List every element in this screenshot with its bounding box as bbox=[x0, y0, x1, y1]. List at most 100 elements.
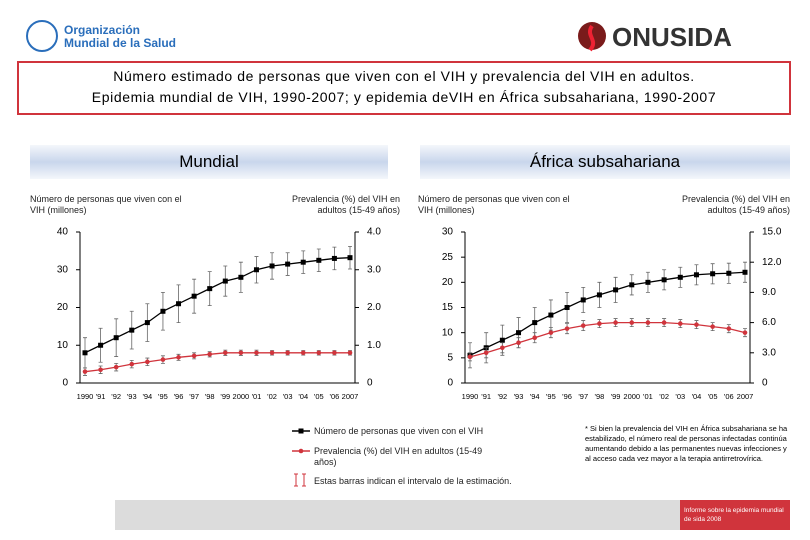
marker bbox=[253, 267, 259, 273]
y2-axis-label: Prevalencia (%) del VIH en adultos (15-4… bbox=[681, 194, 790, 215]
organization: Organización Mundial de la Salud bbox=[64, 23, 177, 50]
y-tick-label: 0 bbox=[367, 378, 373, 389]
source: Informe sobre la epidemia mundial de sid… bbox=[684, 507, 784, 523]
series-line bbox=[469, 321, 746, 358]
marker bbox=[176, 355, 181, 360]
marker bbox=[597, 321, 602, 326]
x-tick-label: '98 bbox=[595, 392, 605, 401]
marker bbox=[82, 369, 88, 374]
marker bbox=[710, 324, 715, 329]
marker bbox=[596, 292, 602, 298]
marker bbox=[113, 335, 119, 341]
marker bbox=[300, 259, 306, 265]
x-tick-label: 2000 bbox=[623, 392, 640, 401]
marker bbox=[129, 327, 135, 333]
y-tick-label: 5 bbox=[447, 352, 453, 363]
marker bbox=[144, 320, 150, 326]
legend-label: Número de personas que viven con el VIH bbox=[314, 426, 484, 436]
x-tick-label: '01 bbox=[252, 392, 262, 401]
marker bbox=[483, 350, 489, 356]
x-tick-label: '97 bbox=[578, 392, 588, 401]
source-box bbox=[680, 500, 790, 530]
marker bbox=[269, 263, 275, 269]
marker bbox=[269, 350, 275, 356]
marker bbox=[629, 282, 635, 288]
x-tick-label: 2007 bbox=[342, 392, 359, 401]
marker bbox=[316, 350, 322, 356]
panel-title: Mundial bbox=[30, 145, 388, 179]
marker bbox=[332, 350, 337, 356]
marker bbox=[661, 277, 667, 283]
x-tick-label: 2007 bbox=[737, 392, 754, 401]
x-tick-label: '04 bbox=[298, 392, 308, 401]
y-axis-label: Número de personas que viven con el VIH … bbox=[418, 194, 570, 215]
x-tick-label: '99 bbox=[220, 392, 230, 401]
marker bbox=[160, 308, 166, 314]
marker bbox=[548, 330, 554, 335]
x-tick-label: '95 bbox=[546, 392, 556, 401]
x-tick-label: '04 bbox=[692, 392, 702, 401]
y-tick-label: 3.0 bbox=[762, 347, 776, 358]
marker bbox=[113, 364, 119, 370]
x-tick-label: '92 bbox=[497, 392, 507, 401]
y-tick-label: 10 bbox=[442, 327, 454, 338]
x-tick-label: '96 bbox=[562, 392, 572, 401]
y-tick-label: 12.0 bbox=[762, 257, 782, 268]
marker bbox=[677, 321, 683, 326]
marker bbox=[661, 320, 667, 325]
ribbon bbox=[588, 24, 596, 52]
marker bbox=[98, 342, 104, 348]
marker bbox=[677, 274, 683, 280]
legend-label: Prevalencia (%) del VIH en adultos (15-4… bbox=[314, 446, 483, 467]
x-tick-label: '98 bbox=[205, 392, 215, 401]
y-tick-label: 40 bbox=[57, 227, 69, 238]
x-tick-label: '92 bbox=[111, 392, 121, 401]
y-tick-label: 4.0 bbox=[367, 227, 381, 238]
x-tick-label: '06 bbox=[330, 392, 340, 401]
y-tick-label: 15.0 bbox=[762, 227, 782, 238]
y-tick-label: 0 bbox=[762, 378, 768, 389]
y-tick-label: 9.0 bbox=[762, 287, 776, 298]
x-tick-label: '91 bbox=[96, 392, 106, 401]
marker bbox=[532, 320, 538, 326]
marker bbox=[176, 301, 182, 307]
marker bbox=[532, 335, 538, 341]
title-line: Número estimado de personas que viven co… bbox=[113, 68, 695, 84]
marker bbox=[467, 354, 473, 360]
x-tick-label: 2000 bbox=[233, 392, 250, 401]
x-tick-label: '97 bbox=[189, 392, 199, 401]
x-tick-label: 1990 bbox=[77, 392, 94, 401]
marker bbox=[238, 350, 244, 356]
marker bbox=[222, 350, 228, 356]
marker bbox=[82, 350, 88, 356]
x-tick-label: '03 bbox=[675, 392, 685, 401]
marker bbox=[207, 352, 213, 357]
y-tick-label: 20 bbox=[442, 277, 454, 288]
marker bbox=[726, 326, 732, 331]
y-tick-label: 3.0 bbox=[367, 264, 381, 275]
marker bbox=[694, 322, 699, 327]
x-tick-label: '06 bbox=[724, 392, 734, 401]
y-tick-label: 10 bbox=[57, 340, 69, 351]
x-tick-label: '93 bbox=[127, 392, 137, 401]
y-tick-label: 20 bbox=[57, 302, 69, 313]
marker bbox=[516, 330, 522, 336]
series-line bbox=[84, 352, 350, 373]
y-tick-label: 30 bbox=[442, 227, 454, 238]
marker bbox=[548, 312, 554, 318]
marker bbox=[98, 367, 103, 373]
marker bbox=[222, 278, 228, 284]
x-tick-label: '01 bbox=[643, 392, 653, 401]
footer-band bbox=[115, 500, 680, 530]
who-emblem bbox=[26, 20, 58, 52]
marker bbox=[254, 350, 259, 356]
y-tick-label: 0 bbox=[447, 378, 453, 389]
marker bbox=[285, 350, 290, 356]
marker bbox=[613, 287, 619, 293]
marker bbox=[238, 274, 244, 280]
marker bbox=[298, 428, 304, 434]
legend-label: Estas barras indican el intervalo de la … bbox=[314, 476, 512, 486]
legend-range-icon bbox=[294, 473, 306, 487]
